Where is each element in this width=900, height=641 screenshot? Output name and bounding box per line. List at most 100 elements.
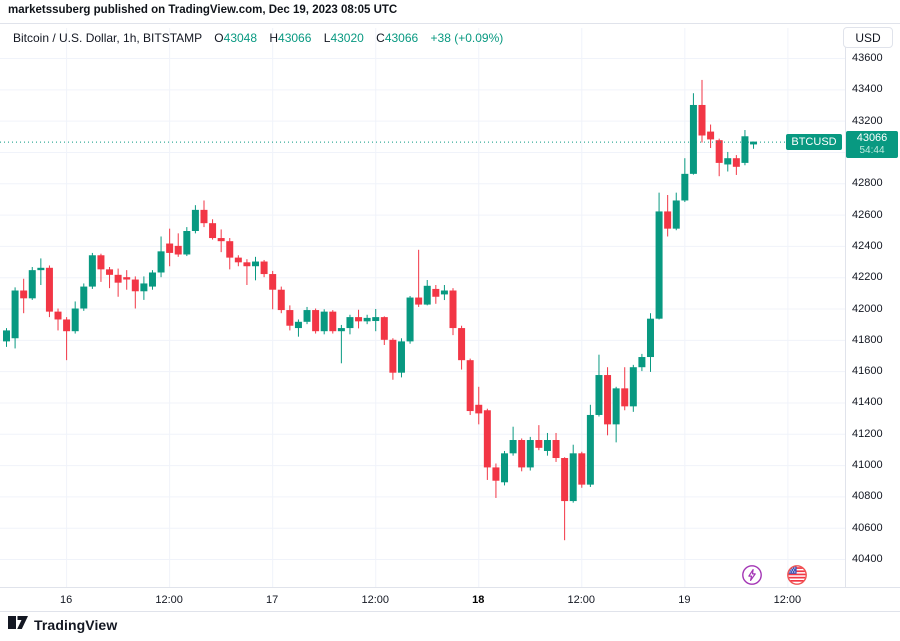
candle-body [724, 158, 732, 165]
candle-body [535, 440, 543, 448]
candle-body [595, 375, 603, 415]
candle-body [492, 467, 500, 481]
candle-body [543, 440, 551, 451]
candle-body [638, 357, 646, 368]
candle-body [672, 200, 680, 229]
us-flag-marker[interactable] [786, 564, 808, 586]
candle-body [449, 290, 457, 329]
time-tick-label: 18 [472, 594, 485, 606]
candle-body [337, 328, 345, 332]
candle-body [97, 255, 105, 270]
ohlc-low: L43020 [323, 31, 364, 45]
candle-body [518, 440, 526, 468]
lightning-marker[interactable] [741, 564, 763, 586]
candle-body [131, 279, 139, 292]
attribution-text: marketssuberg published on TradingView.c… [8, 4, 398, 16]
candle-body [45, 267, 53, 312]
candle-body [294, 321, 302, 329]
candle-body [183, 231, 191, 255]
time-tick-label: 17 [266, 594, 279, 606]
candle-body [561, 458, 569, 502]
candle-body [312, 310, 320, 332]
time-tick-label: 12:00 [773, 594, 802, 606]
price-tick-label: 43400 [852, 83, 883, 96]
last-price-tag: 43066 54:44 [846, 131, 898, 158]
candle-body [217, 238, 225, 242]
price-tick-label: 40600 [852, 521, 883, 534]
time-tick-label: 12:00 [567, 594, 596, 606]
candle-body [209, 223, 217, 239]
price-change: +38 (+0.09%) [430, 31, 504, 45]
candle-body [604, 375, 612, 425]
symbol-legend[interactable]: Bitcoin / U.S. Dollar, 1h, BITSTAMP O430… [13, 31, 503, 45]
candle-body [114, 274, 122, 283]
lightning-icon [741, 564, 763, 586]
candle-body [397, 341, 405, 373]
candle-body [355, 317, 363, 322]
candle-body [406, 297, 414, 342]
candle-body [569, 453, 577, 502]
candle-body [260, 261, 268, 275]
price-tick-label: 42600 [852, 208, 883, 221]
candle-body [689, 104, 697, 174]
price-tick-label: 41000 [852, 459, 883, 472]
candle-body [157, 251, 165, 273]
tradingview-logo-text: TradingView [34, 617, 118, 633]
candle-body [750, 141, 758, 145]
price-tick-label: 41600 [852, 365, 883, 378]
candle-body [432, 288, 440, 297]
candle-body [698, 104, 706, 136]
candle-body [28, 270, 36, 299]
tradingview-logo[interactable]: TradingView [8, 615, 117, 635]
ohlc-open: O43048 [214, 31, 258, 45]
candle-body [286, 310, 294, 326]
candle-body [440, 290, 448, 295]
bar-countdown: 54:44 [859, 145, 885, 156]
price-tick-label: 42000 [852, 302, 883, 315]
ohlc-high: H43066 [269, 31, 312, 45]
price-tick-label: 41800 [852, 333, 883, 346]
candle-body [363, 317, 371, 322]
currency-usd-button[interactable]: USD [843, 27, 893, 48]
price-tick-label: 42800 [852, 177, 883, 190]
candle-body [71, 308, 79, 332]
candle-body [621, 388, 629, 407]
candle-body [346, 317, 354, 329]
candle-body [37, 267, 45, 271]
candle-body [234, 257, 242, 263]
us-flag-icon [786, 564, 808, 586]
candle-body [380, 317, 388, 340]
price-tick-label: 41200 [852, 427, 883, 440]
candle-body [303, 310, 311, 322]
time-tick-label: 12:00 [155, 594, 183, 606]
price-line-symbol-tag: BTCUSD [786, 134, 842, 150]
ohlc-close: C43066 [376, 31, 419, 45]
candle-body [732, 158, 740, 167]
candle-body [320, 311, 328, 332]
price-tick-label: 42200 [852, 271, 883, 284]
candle-body [372, 317, 380, 322]
candle-body [200, 209, 208, 224]
price-tick-label: 40800 [852, 490, 883, 503]
symbol-title: Bitcoin / U.S. Dollar, 1h, BITSTAMP [13, 31, 202, 45]
candle-body [243, 262, 251, 267]
candle-body [578, 453, 586, 485]
candle-body [54, 311, 62, 320]
candle-body [501, 453, 509, 483]
candle-body [423, 285, 431, 305]
tradingview-logo-icon [8, 615, 29, 635]
time-tick-label: 12:00 [361, 594, 389, 606]
candle-body [664, 211, 672, 229]
candle-body [3, 330, 10, 342]
candle-body [458, 328, 466, 361]
price-tick-label: 40400 [852, 553, 883, 565]
time-tick-label: 16 [59, 594, 73, 606]
candle-body [80, 286, 88, 309]
candle-body [415, 297, 423, 305]
candle-body [20, 290, 28, 299]
candle-body [552, 440, 560, 459]
candle-body [475, 404, 483, 414]
candle-body [629, 367, 637, 407]
